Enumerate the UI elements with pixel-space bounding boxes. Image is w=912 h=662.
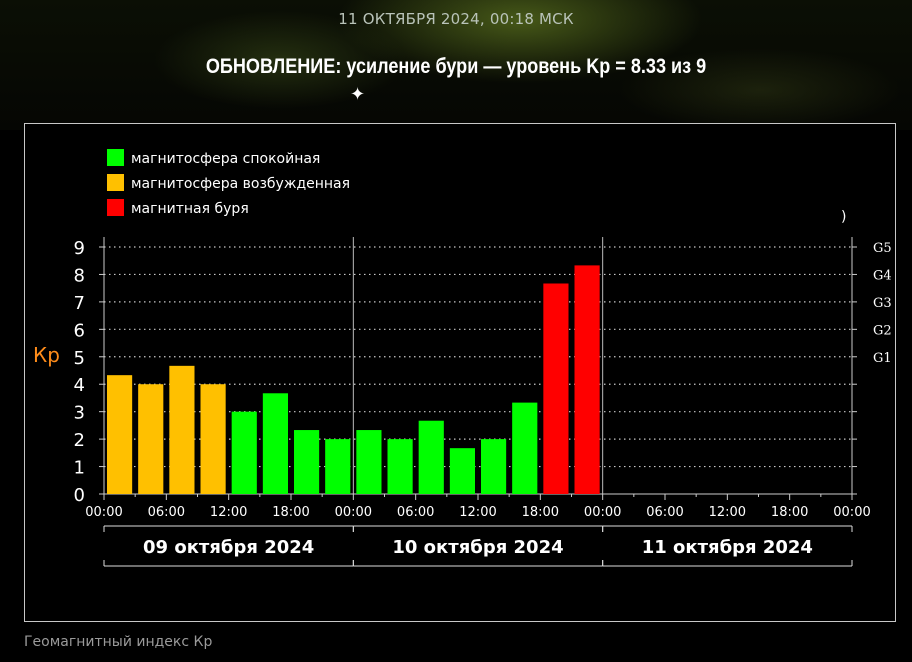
kp-bar xyxy=(449,448,475,494)
y-axis-label: Кр xyxy=(33,343,60,367)
kp-bar xyxy=(387,439,413,494)
kp-bar xyxy=(200,384,226,494)
kp-bar xyxy=(325,439,351,494)
kp-bar xyxy=(107,375,133,494)
x-tick-label: 12:00 xyxy=(210,505,247,520)
legend-label-3: магнитная буря xyxy=(131,201,249,217)
y-tick-label: 3 xyxy=(74,403,85,424)
kp-bar xyxy=(418,420,444,494)
x-tick-label: 00:00 xyxy=(85,505,122,520)
kp-bar xyxy=(512,402,538,494)
kp-chart-frame: магнитосфера спокойная магнитосфера возбу… xyxy=(24,123,896,622)
kp-bar xyxy=(169,365,195,494)
g-tick-label: G2 xyxy=(873,323,892,338)
x-tick-label: 18:00 xyxy=(272,505,309,520)
x-tick-label: 00:00 xyxy=(584,505,621,520)
star-icon: ✦ xyxy=(350,84,366,105)
legend-label-2: магнитосфера возбужденная xyxy=(131,176,350,192)
x-tick-label: 18:00 xyxy=(771,505,808,520)
stray-mark: ) xyxy=(841,209,846,225)
y-tick-label: 4 xyxy=(74,375,85,396)
y-tick-label: 6 xyxy=(74,320,85,341)
x-tick-label: 12:00 xyxy=(709,505,746,520)
kp-bar xyxy=(294,430,320,494)
x-tick-label: 12:00 xyxy=(459,505,496,520)
y-tick-label: 9 xyxy=(74,238,85,259)
kp-bar xyxy=(262,393,288,494)
g-tick-label: G1 xyxy=(873,351,892,366)
g-tick-label: G3 xyxy=(873,296,892,311)
date-line: 11 ОКТЯБРЯ 2024, 00:18 МСК xyxy=(338,10,574,28)
day-label: 11 октября 2024 xyxy=(642,537,813,558)
x-tick-label: 00:00 xyxy=(833,505,870,520)
y-tick-label: 0 xyxy=(74,485,85,506)
x-tick-label: 06:00 xyxy=(148,505,185,520)
legend-label-1: магнитосфера спокойная xyxy=(131,151,320,167)
legend-swatch-1 xyxy=(107,149,124,166)
legend-swatch-3 xyxy=(107,199,124,216)
x-tick-label: 18:00 xyxy=(522,505,559,520)
y-tick-label: 2 xyxy=(74,430,85,451)
kp-bar xyxy=(574,265,600,494)
kp-bar xyxy=(481,439,507,494)
x-tick-label: 00:00 xyxy=(335,505,372,520)
day-label: 09 октября 2024 xyxy=(143,537,314,558)
g-tick-label: G5 xyxy=(873,241,892,256)
legend-swatch-2 xyxy=(107,174,124,191)
kp-chart: магнитосфера спокойная магнитосфера возбу… xyxy=(33,149,892,567)
kp-bar xyxy=(356,430,382,494)
space-background xyxy=(0,0,912,130)
headline: ОБНОВЛЕНИЕ: усиление бури — уровень Kp =… xyxy=(205,55,707,78)
day-label: 10 октября 2024 xyxy=(392,537,563,558)
x-tick-label: 06:00 xyxy=(646,505,683,520)
y-tick-label: 7 xyxy=(74,293,85,314)
y-tick-label: 1 xyxy=(74,458,85,479)
kp-bar xyxy=(231,411,257,494)
kp-bar xyxy=(138,384,164,494)
kp-bar xyxy=(543,283,569,494)
chart-caption: Геомагнитный индекс Кр xyxy=(24,634,213,650)
y-tick-label: 8 xyxy=(74,265,85,286)
y-tick-label: 5 xyxy=(74,348,85,369)
x-tick-label: 06:00 xyxy=(397,505,434,520)
g-tick-label: G4 xyxy=(873,268,892,283)
